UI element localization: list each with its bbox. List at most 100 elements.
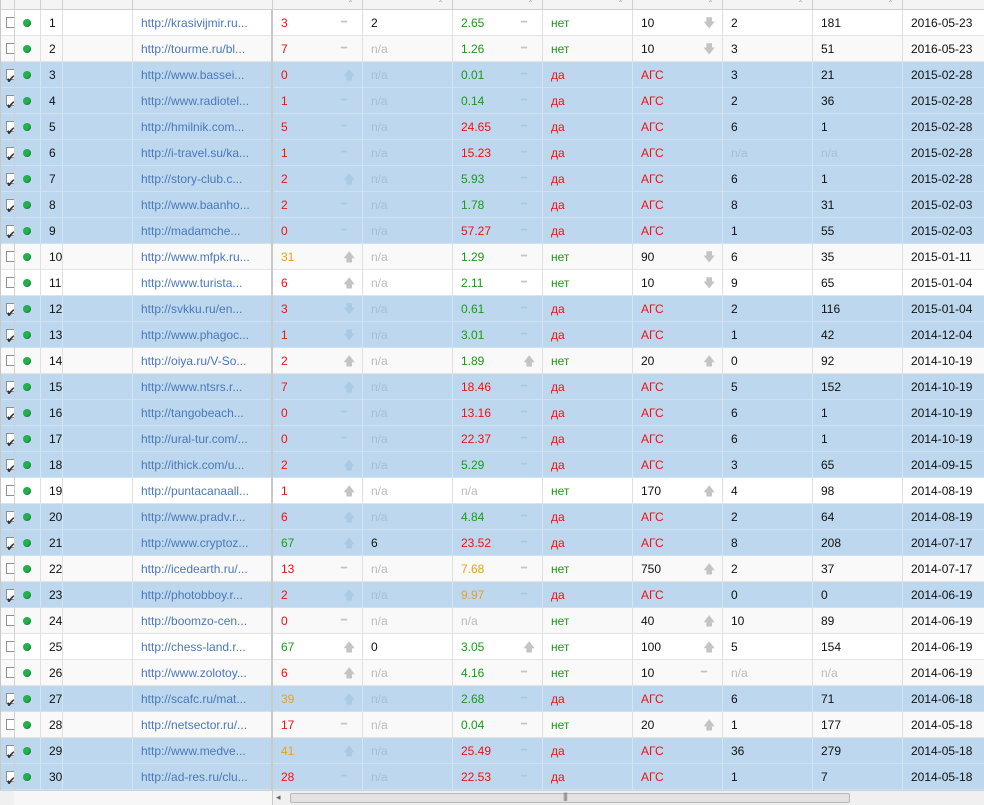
- cell-sel[interactable]: [1, 712, 15, 738]
- table-row[interactable]: 11 http://www.turista... 6 🡅 n/a 2.11 ━ нет 10 🡇 9…: [1, 270, 984, 296]
- cell-url[interactable]: http://tangobeach...: [133, 400, 273, 426]
- row-checkbox[interactable]: [6, 586, 14, 608]
- table-row[interactable]: 17http://ural-tur.com/...0━n/a22.37━даАГ…: [1, 426, 984, 452]
- table-row[interactable]: 2 http://tourme.ru/bl... 7 ━ n/a 1.26 ━ нет 10 🡇 3…: [1, 36, 984, 62]
- table-row[interactable]: 22 http://icedearth.ru/... 13 ━ n/a 7.68 ━ нет 7…: [1, 556, 984, 582]
- url-link[interactable]: http://www.pradv.r...: [141, 510, 246, 524]
- row-checkbox[interactable]: [6, 355, 14, 366]
- cell-sel[interactable]: [1, 62, 15, 88]
- url-link[interactable]: http://www.ntsrs.r...: [141, 380, 243, 394]
- url-link[interactable]: http://www.phagoc...: [141, 328, 250, 342]
- url-link[interactable]: http://www.bassei...: [141, 68, 245, 82]
- url-link[interactable]: http://madamche...: [141, 224, 241, 238]
- cell-url[interactable]: http://www.cryptoz...: [133, 530, 273, 556]
- table-row[interactable]: 4http://www.radiotel...1━n/a0.14━даАГС23…: [1, 88, 984, 114]
- cell-url[interactable]: http://puntacanaall...: [133, 478, 273, 504]
- cell-url[interactable]: http://scafc.ru/mat...: [133, 686, 273, 712]
- cell-sel[interactable]: [1, 400, 15, 426]
- table-row[interactable]: 20http://www.pradv.r...6🡅n/a4.84━даАГС26…: [1, 504, 984, 530]
- url-link[interactable]: http://tangobeach...: [141, 406, 244, 420]
- row-checkbox[interactable]: [6, 690, 14, 712]
- cell-url[interactable]: http://www.mfpk.ru...: [133, 244, 273, 270]
- cell-sel[interactable]: [1, 114, 15, 140]
- row-checkbox[interactable]: [6, 66, 14, 88]
- cell-url[interactable]: http://svkku.ru/en...: [133, 296, 273, 322]
- table-row[interactable]: 13http://www.phagoc...1🡇n/a3.01━даАГС142…: [1, 322, 984, 348]
- header-cell[interactable]: [1, 0, 15, 10]
- header-cell[interactable]: [903, 0, 984, 10]
- cell-sel[interactable]: [1, 10, 15, 36]
- row-checkbox[interactable]: [6, 534, 14, 556]
- cell-url[interactable]: http://boomzo-cen...: [133, 608, 273, 634]
- row-checkbox[interactable]: [6, 667, 14, 678]
- header-cell[interactable]: ⌃: [543, 0, 633, 10]
- table-row[interactable]: 12http://svkku.ru/en...3🡇n/a0.61━даАГС21…: [1, 296, 984, 322]
- header-cell[interactable]: ⌃: [273, 0, 363, 10]
- cell-url[interactable]: http://chess-land.r...: [133, 634, 273, 660]
- url-link[interactable]: http://story-club.c...: [141, 172, 243, 186]
- cell-sel[interactable]: [1, 556, 15, 582]
- table-row[interactable]: 14 http://oiya.ru/V-So... 2 🡅 n/a 1.89 🡅 нет 20 🡅…: [1, 348, 984, 374]
- table-row[interactable]: 6http://i-travel.su/ka...1━n/a15.23━даАГ…: [1, 140, 984, 166]
- cell-url[interactable]: http://www.turista...: [133, 270, 273, 296]
- table-row[interactable]: 15http://www.ntsrs.r...7🡅n/a18.46━даАГС5…: [1, 374, 984, 400]
- cell-url[interactable]: http://www.ntsrs.r...: [133, 374, 273, 400]
- cell-sel[interactable]: [1, 738, 15, 764]
- cell-url[interactable]: http://hmilnik.com...: [133, 114, 273, 140]
- table-row[interactable]: 23http://photobboy.r...2🡅n/a9.97━даАГС00…: [1, 582, 984, 608]
- url-link[interactable]: http://scafc.ru/mat...: [141, 692, 247, 706]
- url-link[interactable]: http://icedearth.ru/...: [141, 562, 248, 576]
- row-checkbox[interactable]: [6, 508, 14, 530]
- cell-sel[interactable]: [1, 270, 15, 296]
- cell-sel[interactable]: [1, 140, 15, 166]
- table-row[interactable]: 29 http://www.medve... 41 🡅 n/a 25.49 ━ да АГС 36…: [1, 738, 984, 764]
- scrollbar-thumb[interactable]: |||: [290, 791, 850, 803]
- cell-url[interactable]: http://www.radiotel...: [133, 88, 273, 114]
- url-link[interactable]: http://puntacanaall...: [141, 484, 250, 498]
- table-row[interactable]: 27 http://scafc.ru/mat... 39 🡅 n/a 2.68 ━ да АГС…: [1, 686, 984, 712]
- row-checkbox[interactable]: [6, 17, 14, 28]
- url-link[interactable]: http://photobboy.r...: [141, 588, 243, 602]
- scroll-left-icon[interactable]: ◂: [276, 792, 281, 802]
- url-link[interactable]: http://ural-tur.com/...: [141, 432, 248, 446]
- cell-url[interactable]: http://photobboy.r...: [133, 582, 273, 608]
- cell-sel[interactable]: [1, 166, 15, 192]
- cell-sel[interactable]: [1, 634, 15, 660]
- cell-sel[interactable]: [1, 348, 15, 374]
- table-row[interactable]: 7http://story-club.c...2🡅n/a5.93━даАГС61…: [1, 166, 984, 192]
- row-checkbox[interactable]: [6, 326, 14, 348]
- url-link[interactable]: http://www.baanho...: [141, 198, 250, 212]
- cell-sel[interactable]: [1, 244, 15, 270]
- table-row[interactable]: 8http://www.baanho...2━n/a1.78━даАГС8312…: [1, 192, 984, 218]
- row-checkbox[interactable]: [6, 742, 14, 764]
- row-checkbox[interactable]: [6, 404, 14, 426]
- row-checkbox[interactable]: [6, 768, 14, 790]
- row-checkbox[interactable]: [6, 196, 14, 218]
- cell-sel[interactable]: [1, 686, 15, 712]
- url-link[interactable]: http://www.turista...: [141, 276, 243, 290]
- cell-sel[interactable]: [1, 478, 15, 504]
- table-row[interactable]: 28 http://netsector.ru/... 17 ━ n/a 0.04 ━ нет 2…: [1, 712, 984, 738]
- url-link[interactable]: http://netsector.ru/...: [141, 718, 248, 732]
- cell-sel[interactable]: [1, 530, 15, 556]
- cell-url[interactable]: http://www.phagoc...: [133, 322, 273, 348]
- table-row[interactable]: 16http://tangobeach...0━n/a13.16━даАГС61…: [1, 400, 984, 426]
- cell-sel[interactable]: [1, 452, 15, 478]
- url-link[interactable]: http://www.mfpk.ru...: [141, 250, 250, 264]
- cell-sel[interactable]: [1, 374, 15, 400]
- row-checkbox[interactable]: [6, 43, 14, 54]
- cell-url[interactable]: http://tourme.ru/bl...: [133, 36, 273, 62]
- row-checkbox[interactable]: [6, 144, 14, 166]
- row-checkbox[interactable]: [6, 641, 14, 652]
- cell-url[interactable]: http://oiya.ru/V-So...: [133, 348, 273, 374]
- header-cell[interactable]: [41, 0, 63, 10]
- table-row[interactable]: 19 http://puntacanaall... 1 🡅 n/a n/a нет 170 🡅 4…: [1, 478, 984, 504]
- cell-sel[interactable]: [1, 218, 15, 244]
- row-checkbox[interactable]: [6, 615, 14, 626]
- url-link[interactable]: http://i-travel.su/ka...: [141, 146, 250, 160]
- row-checkbox[interactable]: [6, 92, 14, 114]
- row-checkbox[interactable]: [6, 170, 14, 192]
- url-link[interactable]: http://www.cryptoz...: [141, 536, 249, 550]
- cell-url[interactable]: http://krasivijmir.ru...: [133, 10, 273, 36]
- cell-url[interactable]: http://i-travel.su/ka...: [133, 140, 273, 166]
